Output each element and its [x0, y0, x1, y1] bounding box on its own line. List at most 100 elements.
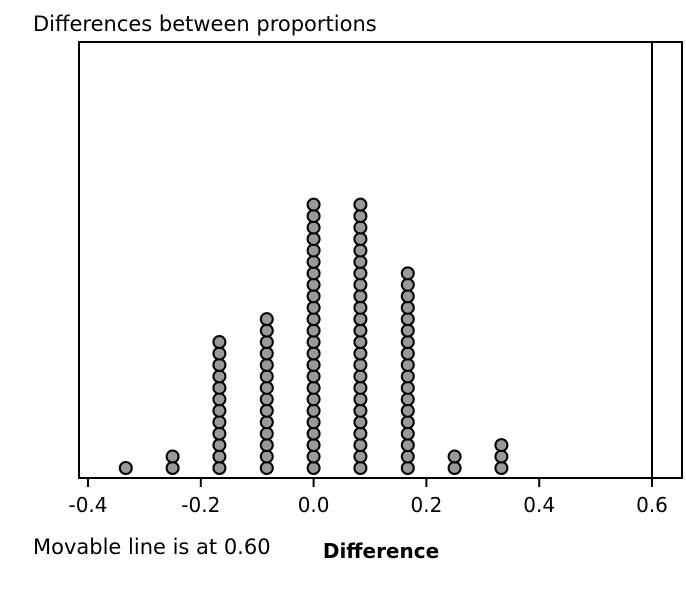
movable-line-status: Movable line is at 0.60	[33, 535, 271, 559]
data-dot	[259, 312, 274, 327]
data-dot	[306, 335, 321, 350]
data-dot	[306, 266, 321, 281]
data-dot	[400, 392, 415, 407]
data-dot	[353, 232, 368, 246]
data-dot	[212, 335, 227, 350]
data-dot	[212, 449, 227, 464]
data-dot	[306, 220, 321, 235]
data-dot	[494, 449, 509, 464]
data-dot	[400, 300, 415, 315]
data-dot	[306, 323, 321, 338]
data-dot	[212, 415, 227, 430]
data-dot	[353, 209, 368, 224]
data-dot	[259, 461, 274, 475]
data-dot	[306, 369, 321, 384]
data-dot	[400, 461, 415, 475]
data-dot	[447, 461, 462, 475]
data-dot	[400, 449, 415, 464]
data-dot	[212, 438, 227, 453]
x-tick-label: 0.6	[636, 493, 668, 517]
data-dot	[306, 426, 321, 441]
data-dot	[400, 426, 415, 441]
data-dot	[353, 415, 368, 430]
data-dot	[212, 392, 227, 407]
data-dot	[353, 335, 368, 350]
data-dot	[353, 289, 368, 304]
dots-group	[118, 197, 509, 475]
data-dot	[212, 403, 227, 418]
data-dot	[259, 438, 274, 453]
data-dot	[306, 277, 321, 292]
data-dot	[212, 461, 227, 475]
data-dot	[353, 426, 368, 441]
data-dot	[306, 438, 321, 453]
data-dot	[306, 392, 321, 407]
data-dot	[259, 323, 274, 338]
data-dot	[259, 369, 274, 384]
data-dot	[306, 403, 321, 418]
data-dot	[306, 209, 321, 224]
plot-frame	[78, 41, 683, 479]
data-dot	[353, 254, 368, 269]
data-dot	[400, 266, 415, 281]
chart-title: Differences between proportions	[33, 12, 377, 36]
data-dot	[353, 277, 368, 292]
data-dot	[353, 369, 368, 384]
x-tick-label: 0.2	[410, 493, 442, 517]
data-dot	[306, 415, 321, 430]
x-tick-label: -0.4	[68, 493, 107, 517]
data-dot	[306, 232, 321, 246]
data-dot	[400, 403, 415, 418]
data-dot	[353, 392, 368, 407]
data-dot	[259, 426, 274, 441]
data-dot	[306, 380, 321, 395]
data-dot	[259, 392, 274, 407]
data-dot	[353, 266, 368, 281]
data-dot	[306, 300, 321, 315]
data-dot	[447, 449, 462, 464]
data-dot	[400, 346, 415, 361]
data-dot	[259, 403, 274, 418]
data-dot	[400, 438, 415, 453]
data-dot	[400, 369, 415, 384]
data-dot	[400, 415, 415, 430]
data-dot	[212, 426, 227, 441]
data-dot	[353, 323, 368, 338]
data-dot	[353, 357, 368, 372]
data-dot	[259, 346, 274, 361]
data-dot	[306, 357, 321, 372]
data-dot	[259, 380, 274, 395]
x-tick-label: 0.4	[523, 493, 555, 517]
data-dot	[212, 357, 227, 372]
data-dot	[259, 335, 274, 350]
data-dot	[494, 438, 509, 453]
x-axis: -0.4 -0.2 0.0 0.2 0.4 0.6	[68, 477, 682, 517]
x-axis-title: Difference	[323, 539, 439, 563]
data-dot	[165, 461, 180, 475]
data-dot	[212, 369, 227, 384]
data-dot	[400, 380, 415, 395]
data-dot	[306, 243, 321, 258]
data-dot	[259, 449, 274, 464]
data-dot	[212, 346, 227, 361]
data-dot	[400, 312, 415, 327]
data-dot	[353, 461, 368, 475]
data-dot	[400, 289, 415, 304]
data-dot	[353, 403, 368, 418]
data-dot	[306, 346, 321, 361]
data-dot	[118, 461, 133, 475]
data-dot	[306, 289, 321, 304]
data-dot	[306, 254, 321, 269]
data-dot	[353, 300, 368, 315]
data-dot	[259, 415, 274, 430]
x-tick-label: -0.2	[181, 493, 220, 517]
data-dot	[306, 197, 321, 212]
data-dot	[353, 449, 368, 464]
data-dot	[400, 323, 415, 338]
data-dot	[306, 461, 321, 475]
data-dot	[353, 346, 368, 361]
data-dot	[353, 312, 368, 327]
data-dot	[494, 461, 509, 475]
data-dot	[353, 197, 368, 212]
